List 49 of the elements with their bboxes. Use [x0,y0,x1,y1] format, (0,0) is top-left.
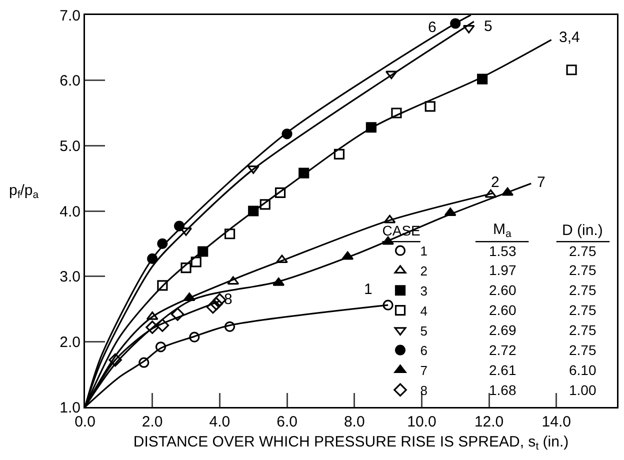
series-label: 3,4 [559,29,580,46]
annotation: 2.75 [569,322,596,338]
x-axis-title: DISTANCE OVER WHICH PRESSURE RISE IS SPREAD, s$_{t}$ (in.) [133,433,569,452]
y-tick-label: 4.0 [60,203,80,220]
legend-label: 7 [420,363,428,378]
y-tick-label: 6.0 [60,72,80,90]
y-axis-title: p$_{f}$/p$_{a}$ [9,182,39,202]
annotation: 2.72 [489,342,516,358]
x-tick-label: 2.0 [142,414,163,430]
x-tick-label: 0.0 [74,414,96,430]
y-tick-label: 3.0 [60,268,80,286]
annotation: 1.68 [489,382,516,398]
annotation: 2.75 [569,342,596,358]
series-label: 1 [364,281,372,298]
series-label: 5 [484,18,492,35]
y-tick-label: 7.0 [60,7,80,24]
annotation: M$_{a}$ [493,221,512,240]
x-tick-label: 8.0 [344,414,365,430]
series-label: 2 [491,174,500,191]
legend-label: 4 [420,303,428,318]
legend-label: 8 [420,382,428,398]
annotation: 2.75 [569,302,596,318]
annotation: D (in.) [562,222,603,239]
legend-label: 5 [420,323,428,338]
annotation: 1.53 [489,243,516,259]
x-tick-label: 10.0 [407,414,436,430]
annotation: 2.75 [569,282,596,298]
y-tick-label: 2.0 [60,334,80,351]
annotation: 2.69 [489,322,516,338]
annotation: 2.61 [489,362,516,378]
x-tick-label: 4.0 [209,414,230,430]
annotation: 1.97 [489,262,516,278]
annotation: 2.60 [489,282,516,298]
y-tick-label: 5.0 [60,138,80,155]
annotation: 1.00 [569,382,596,398]
annotation: 6.10 [569,362,596,378]
annotation: 2.75 [569,243,596,259]
legend-label: 3 [420,283,428,298]
legend-label: 6 [420,343,428,358]
series-label: 6 [428,19,436,36]
legend-label: 2 [420,264,428,279]
annotation: 2.60 [489,302,516,318]
legend-label: 1 [420,244,428,259]
series-label: 7 [537,174,546,191]
x-tick-label: 14.0 [542,414,571,430]
x-tick-label: 6.0 [276,414,298,430]
y-tick-label: 1.0 [60,399,80,416]
x-tick-label: 12.0 [474,414,504,430]
annotation: 2.75 [569,262,596,278]
